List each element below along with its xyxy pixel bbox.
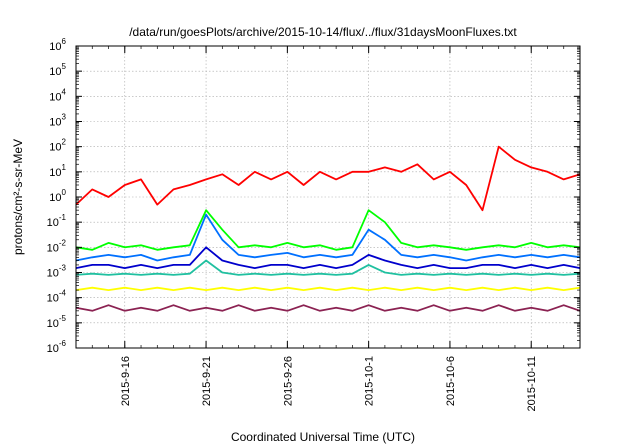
y-tick-label: 104 bbox=[49, 87, 66, 103]
x-axis-label: Coordinated Universal Time (UTC) bbox=[231, 430, 415, 444]
series-line-2 bbox=[75, 209, 581, 251]
y-tick-label: 10-6 bbox=[47, 339, 67, 355]
series-line-5 bbox=[75, 259, 581, 276]
x-tick-label: 2015-9-21 bbox=[201, 356, 213, 406]
y-axis-ticks: 10-6 10-5 10-4 10-3 10-2 10-1 100 101 102 103 104 1… bbox=[47, 37, 580, 355]
grid-lines bbox=[76, 46, 580, 348]
x-tick-label: 2015-10-6 bbox=[445, 356, 457, 406]
y-tick-label: 102 bbox=[49, 138, 66, 154]
y-axis-label: protons/cm²-s-sr-MeV bbox=[11, 139, 25, 255]
series-line-7 bbox=[75, 304, 581, 312]
y-tick-label: 106 bbox=[49, 37, 66, 53]
series-line-3 bbox=[75, 213, 581, 262]
y-tick-label: 10-1 bbox=[47, 213, 67, 229]
y-tick-label: 101 bbox=[49, 163, 66, 179]
x-tick-label: 2015-10-1 bbox=[364, 356, 376, 406]
x-tick-label: 2015-9-16 bbox=[120, 356, 132, 406]
chart-title: /data/run/goesPlots/archive/2015-10-14/f… bbox=[129, 25, 517, 39]
y-tick-label: 10-4 bbox=[47, 289, 67, 305]
y-tick-label: 10-3 bbox=[47, 264, 67, 280]
y-tick-label: 10-2 bbox=[47, 238, 67, 254]
x-tick-label: 2015-10-11 bbox=[526, 356, 538, 411]
series-layer bbox=[75, 145, 581, 312]
y-tick-label: 10-5 bbox=[47, 314, 67, 330]
x-tick-label: 2015-9-26 bbox=[282, 356, 294, 406]
y-tick-label: 103 bbox=[49, 113, 66, 129]
x-axis-ticks: 2015-9-16 2015-9-21 2015-9-26 2015-10-1 2015… bbox=[75, 46, 581, 411]
series-line-6 bbox=[75, 286, 581, 292]
y-tick-label: 105 bbox=[49, 62, 66, 78]
y-tick-label: 100 bbox=[49, 188, 66, 204]
series-line-1 bbox=[75, 145, 581, 212]
series-line-4 bbox=[75, 246, 581, 270]
